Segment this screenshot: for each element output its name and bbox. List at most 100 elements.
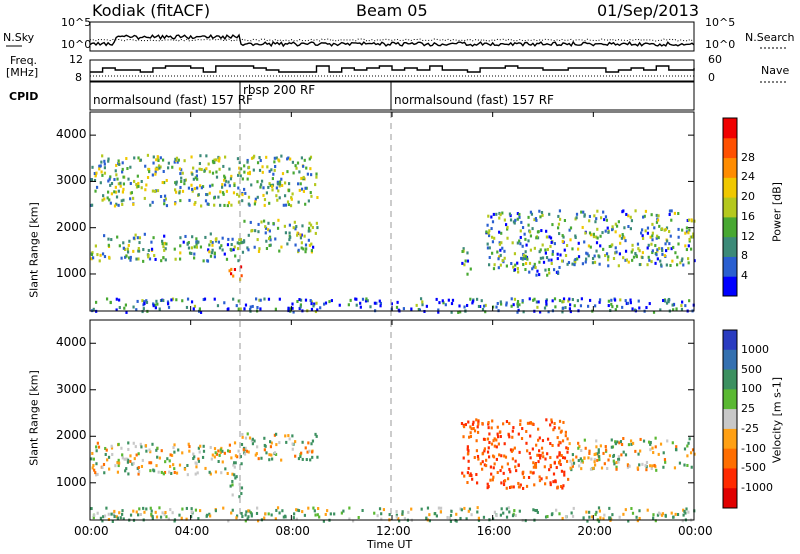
power-cell (539, 256, 542, 260)
power-cell (90, 253, 94, 257)
power-cell (129, 182, 132, 186)
velocity-cell (593, 460, 596, 464)
power-cell (235, 304, 238, 308)
velocity-cell (310, 442, 313, 446)
velocity-cell (556, 436, 559, 440)
power-cell (224, 179, 228, 183)
velocity-cell (505, 507, 508, 511)
velocity-cell (492, 439, 495, 443)
power-cell (300, 233, 303, 237)
velocity-cell (502, 511, 505, 515)
power-cell (190, 155, 193, 159)
velocity-cell (565, 446, 568, 450)
power-cell (230, 174, 233, 178)
velocity-cell (476, 430, 480, 434)
power-cell (533, 297, 536, 301)
power-cell (264, 226, 268, 230)
power-cell (421, 300, 424, 304)
power-colorbar-frame (722, 117, 738, 297)
velocity-cell (595, 510, 598, 514)
power-colorbar-swatch (723, 276, 737, 297)
velocity-cell (124, 469, 127, 473)
power-cell (297, 200, 300, 204)
power-cell (316, 196, 319, 200)
velocity-cell (221, 449, 224, 453)
velocity-cell (604, 448, 608, 452)
xlabel: Time UT (367, 538, 413, 551)
velocity-cell (659, 512, 662, 516)
velocity-cell (608, 516, 611, 520)
velocity-cell (202, 444, 205, 448)
velocity-cell (508, 421, 511, 425)
power-cell (642, 215, 645, 219)
power-cell (116, 177, 119, 181)
power-cell (252, 168, 255, 172)
velocity-cell (193, 455, 196, 459)
power-cell (187, 246, 191, 250)
power-cell (688, 239, 691, 243)
power-cell (512, 220, 516, 224)
power-cell (203, 168, 206, 172)
power-cell (154, 306, 157, 310)
power-ylabel: Slant Range [km] (27, 202, 41, 298)
power-cell (115, 173, 118, 177)
power-cell (263, 297, 266, 301)
power-cell (241, 193, 244, 197)
power-cell (685, 230, 689, 234)
velocity-cell (657, 452, 660, 456)
velocity-cell (263, 448, 266, 452)
power-cell (214, 239, 218, 243)
velocity-colorbar-tick: -100 (741, 441, 766, 455)
power-colorbar-swatch (723, 197, 737, 218)
power-cell (107, 237, 110, 241)
power-cell (666, 239, 669, 243)
velocity-cell (556, 486, 559, 490)
velocity-cell (580, 467, 583, 471)
velocity-cell (428, 513, 431, 517)
velocity-cell (125, 457, 128, 461)
power-cell (596, 209, 599, 213)
power-cell (286, 170, 289, 174)
power-cell (249, 305, 252, 309)
power-cell (667, 297, 670, 301)
power-cell (611, 243, 614, 247)
power-cell (653, 226, 656, 230)
velocity-colorbar-tick: -500 (741, 461, 766, 475)
power-cell (309, 223, 313, 227)
velocity-cell (639, 437, 642, 441)
velocity-cell (101, 519, 104, 523)
velocity-cell (652, 451, 655, 455)
power-cell (159, 299, 163, 303)
power-cell (646, 226, 650, 230)
power-cell (277, 158, 280, 162)
power-cell (518, 215, 521, 219)
power-cell (183, 179, 186, 183)
power-cell (668, 242, 671, 246)
power-cell (541, 243, 544, 247)
velocity-cell (619, 440, 623, 444)
power-cell (650, 242, 653, 246)
power-cell (206, 202, 209, 206)
power-cell (118, 298, 121, 302)
power-cell (631, 248, 634, 252)
velocity-cell (537, 460, 540, 464)
velocity-cell (499, 513, 502, 517)
velocity-cell (610, 438, 613, 442)
velocity-cell (675, 445, 678, 449)
power-cell (312, 304, 315, 308)
power-cell (121, 161, 124, 165)
velocity-cell (556, 455, 559, 459)
power-cell (361, 297, 365, 301)
power-cell (506, 236, 509, 240)
power-cell (592, 232, 595, 236)
power-cell (173, 247, 176, 251)
power-cell (463, 305, 466, 309)
power-cell (657, 236, 660, 240)
velocity-cell (232, 463, 235, 467)
velocity-cell (155, 515, 159, 519)
power-cell (466, 303, 469, 307)
velocity-cell (659, 442, 663, 446)
power-cell (230, 203, 233, 207)
velocity-cell (208, 512, 211, 516)
nave-tick-top: 60 (708, 53, 722, 66)
